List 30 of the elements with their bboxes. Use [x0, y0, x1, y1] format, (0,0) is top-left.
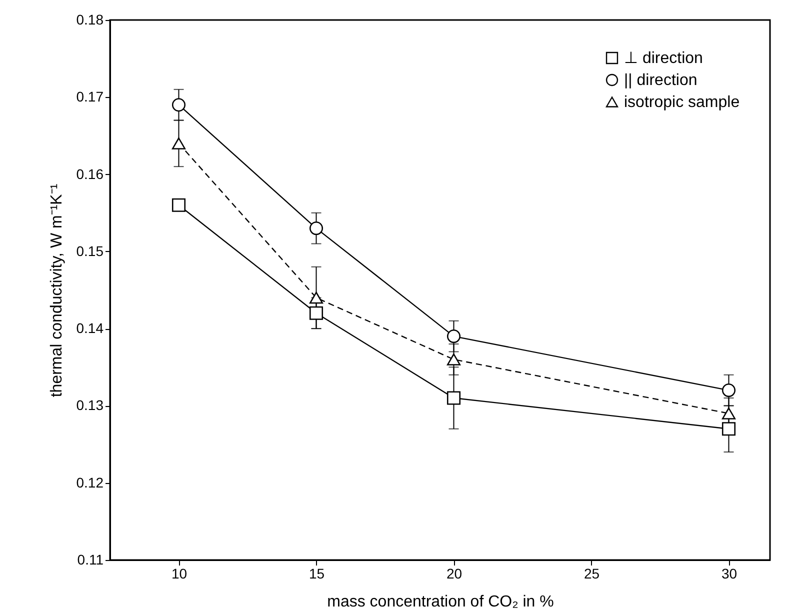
point: [722, 422, 736, 436]
y-tick-label: 0.15: [76, 242, 104, 259]
y-tick-label: 0.16: [76, 166, 104, 182]
point: [309, 222, 324, 236]
legend-label: isotropic sample: [624, 94, 740, 111]
y-tick-label: 0.11: [77, 552, 104, 568]
point: [446, 391, 461, 405]
y-axis-title: thermal conductivity, W m⁻¹K⁻¹: [48, 184, 66, 398]
point: [172, 98, 186, 112]
y-tick-label: 0.13: [76, 397, 104, 414]
point: [446, 330, 461, 344]
y-tick-label: 0.17: [76, 88, 104, 105]
point: [309, 306, 324, 320]
y-tick-label: 0.14: [76, 320, 104, 336]
point: [172, 198, 186, 212]
x-tick-label: 30: [721, 566, 738, 582]
x-axis-title: mass concentration of CO₂ in %: [327, 594, 554, 610]
x-tick-label: 10: [171, 566, 188, 582]
legend-label: ⊥ direction: [624, 50, 703, 67]
point: [722, 384, 736, 398]
legend-label: || direction: [624, 72, 698, 89]
x-tick-label: 15: [308, 566, 325, 582]
point: [309, 292, 324, 304]
point: [446, 353, 461, 366]
y-tick-label: 0.18: [76, 12, 104, 28]
point: [172, 137, 186, 150]
x-tick-label: 20: [446, 566, 462, 582]
point: [722, 407, 736, 420]
y-tick-label: 0.12: [76, 474, 104, 490]
x-tick-label: 25: [584, 566, 600, 582]
